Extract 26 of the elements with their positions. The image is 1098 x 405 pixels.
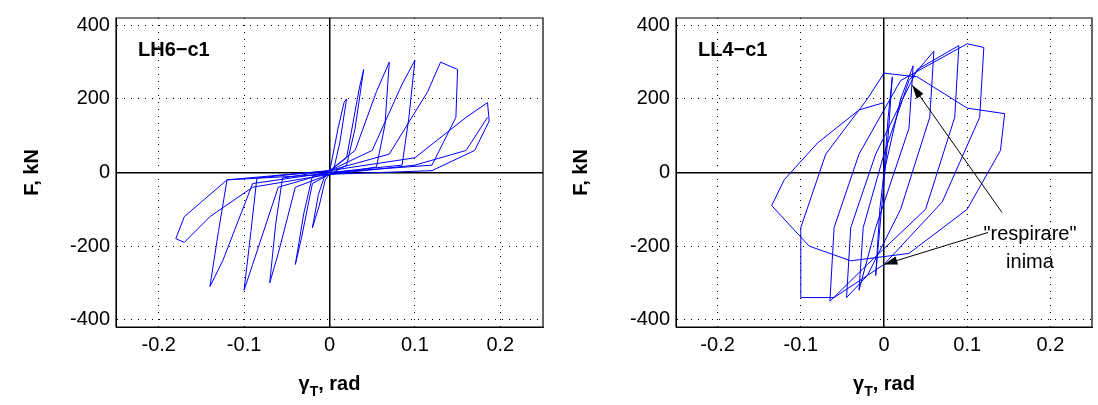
x-tick-label: -0.1 bbox=[226, 332, 262, 355]
y-tick-label: -400 bbox=[629, 307, 670, 330]
text: LH6−c1 bbox=[138, 38, 210, 60]
x-tick-label: -0.2 bbox=[700, 332, 735, 355]
y-tick-label: -200 bbox=[629, 233, 670, 256]
y-tick-label: 0 bbox=[98, 160, 110, 183]
y-tick-label: 400 bbox=[636, 12, 670, 35]
x-tick-label: -0.1 bbox=[783, 332, 819, 355]
x-tick-label: 0.1 bbox=[400, 332, 429, 355]
x-tick-label: 0.1 bbox=[953, 332, 982, 355]
x-tick-label: 0 bbox=[323, 332, 336, 355]
y-axis-title: F, kN bbox=[20, 149, 42, 196]
y-tick-label: -400 bbox=[69, 307, 110, 330]
y-tick-label: 200 bbox=[636, 86, 670, 109]
y-tick-label: 400 bbox=[76, 12, 110, 35]
y-tick-label: -200 bbox=[69, 233, 110, 256]
x-tick-label: 0.2 bbox=[1036, 332, 1065, 355]
y-tick-label: 200 bbox=[76, 86, 110, 109]
y-tick-label: 0 bbox=[658, 160, 670, 183]
annotation: inima bbox=[1006, 250, 1055, 273]
x-tick-label: 0.2 bbox=[486, 332, 515, 355]
x-tick-label: -0.2 bbox=[141, 332, 176, 355]
text: LL4−c1 bbox=[698, 38, 768, 60]
y-axis-title: F, kN bbox=[569, 149, 591, 196]
x-tick-label: 0 bbox=[878, 332, 890, 355]
annotation: "respirare" bbox=[983, 222, 1077, 245]
